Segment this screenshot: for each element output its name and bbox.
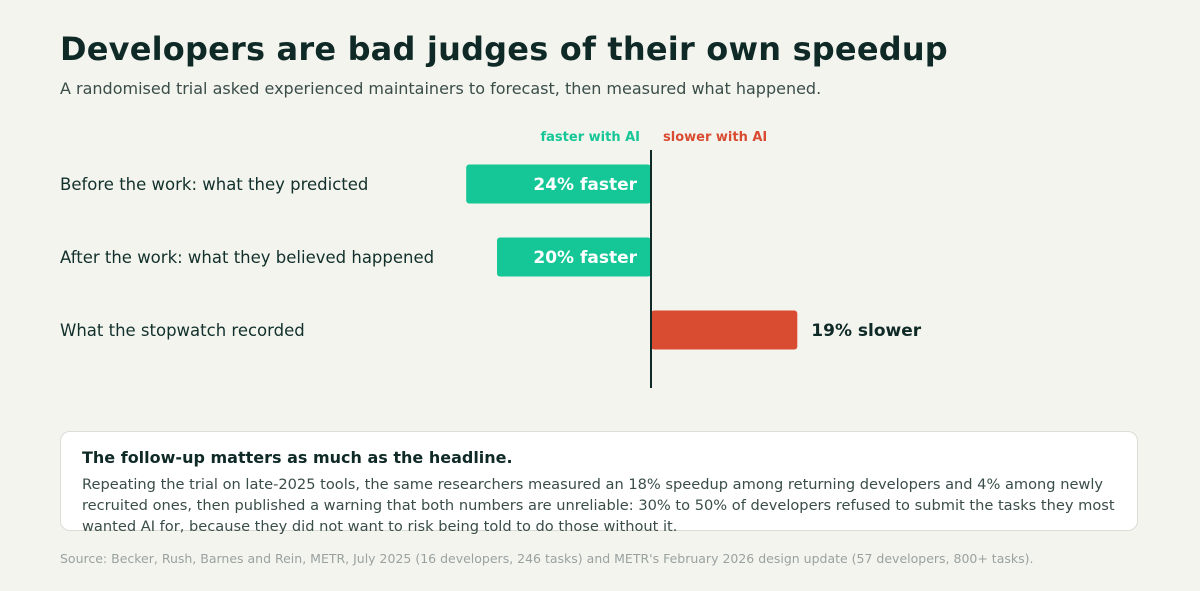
- bar-faster: [497, 237, 651, 277]
- chart-title: Developers are bad judges of their own s…: [60, 30, 948, 68]
- category-label: After the work: what they believed happe…: [60, 248, 434, 267]
- data-label: 19% slower: [811, 321, 921, 341]
- category-label: Before the work: what they predicted: [60, 175, 368, 194]
- note-title: The follow-up matters as much as the hea…: [82, 448, 513, 467]
- bar-faster: [466, 164, 651, 204]
- diverging-bar-chart: faster with AI slower with AI Before the w…: [60, 130, 922, 388]
- chart-subtitle: A randomised trial asked experienced mai…: [60, 79, 822, 98]
- data-label: 24% faster: [533, 175, 637, 195]
- category-label: What the stopwatch recorded: [60, 321, 305, 340]
- direction-label-faster: faster with AI: [541, 130, 641, 145]
- data-label: 20% faster: [533, 248, 637, 268]
- note-body: Repeating the trial on late-2025 tools, …: [82, 476, 1115, 535]
- bar-slower: [651, 310, 798, 350]
- follow-up-note: The follow-up matters as much as the hea…: [60, 431, 1138, 535]
- direction-label-slower: slower with AI: [663, 130, 767, 145]
- source-note: Source: Becker, Rush, Barnes and Rein, M…: [60, 551, 1034, 566]
